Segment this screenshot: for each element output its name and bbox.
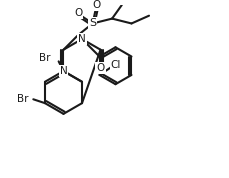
Text: Cl: Cl <box>110 60 121 70</box>
Text: N: N <box>78 34 85 44</box>
Text: Br: Br <box>17 94 28 104</box>
Text: Br: Br <box>39 53 51 63</box>
Text: O: O <box>74 8 82 18</box>
Text: N: N <box>59 66 67 76</box>
Text: O: O <box>92 0 100 10</box>
Text: S: S <box>89 19 96 28</box>
Text: O: O <box>96 63 104 73</box>
